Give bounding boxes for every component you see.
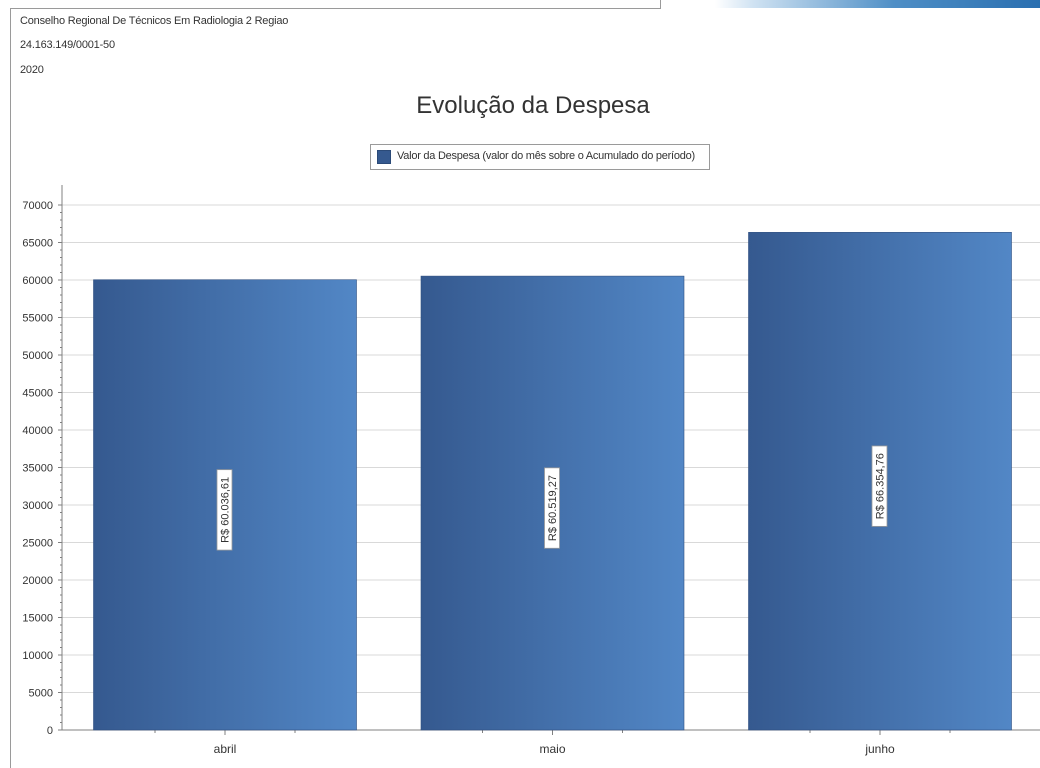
data-label-box: [544, 467, 560, 549]
y-tick-label: 60000: [22, 275, 53, 287]
organization-name: Conselho Regional De Técnicos Em Radiolo…: [20, 15, 289, 27]
category-label-maio: maio: [539, 742, 565, 756]
legend-label: Valor da Despesa (valor do mês sobre o A…: [397, 150, 695, 162]
data-label-box: [871, 445, 888, 527]
frame-left-border: [10, 8, 11, 768]
corner-accent-banner: [715, 0, 1040, 8]
data-label-box: [216, 469, 233, 551]
category-label-abril: abril: [214, 742, 237, 756]
y-tick-label: 65000: [22, 238, 53, 250]
organization-cnpj: 24.163.149/0001-50: [20, 39, 115, 51]
data-label: R$ 66.354,76: [875, 453, 887, 519]
data-label-group: R$ 66.354,76: [871, 445, 888, 527]
y-tick-label: 50000: [22, 350, 53, 362]
data-label-group: R$ 60.036,61: [216, 469, 233, 551]
report-year: 2020: [20, 64, 44, 76]
y-tick-label: 25000: [22, 538, 53, 550]
y-tick-label: 40000: [22, 425, 53, 437]
frame-notch: [660, 0, 661, 9]
y-tick-label: 15000: [22, 613, 53, 625]
frame-top-border: [10, 8, 660, 9]
y-tick-label: 35000: [22, 463, 53, 475]
y-tick-label: 45000: [22, 388, 53, 400]
y-tick-label: 70000: [22, 200, 53, 212]
y-tick-label: 10000: [22, 650, 53, 662]
data-label: R$ 60.036,61: [220, 477, 232, 543]
data-label-group: R$ 60.519,27: [544, 467, 560, 549]
y-tick-label: 55000: [22, 313, 53, 325]
y-tick-label: 30000: [22, 500, 53, 512]
y-tick-label: 0: [47, 725, 53, 737]
legend-swatch: [377, 150, 391, 164]
y-tick-label: 5000: [29, 688, 53, 700]
data-label: R$ 60.519,27: [547, 475, 559, 541]
y-tick-label: 20000: [22, 575, 53, 587]
category-label-junho: junho: [864, 742, 895, 756]
chart-title: Evolução da Despesa: [416, 92, 650, 119]
chart-legend: Valor da Despesa (valor do mês sobre o A…: [370, 144, 710, 170]
